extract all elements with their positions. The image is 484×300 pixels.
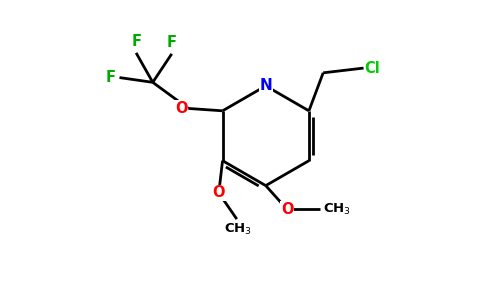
Text: O: O <box>175 101 187 116</box>
Text: F: F <box>167 35 177 50</box>
Text: N: N <box>259 78 272 93</box>
Text: O: O <box>212 185 225 200</box>
Text: O: O <box>281 202 293 217</box>
Text: Cl: Cl <box>364 61 380 76</box>
Text: CH$_3$: CH$_3$ <box>323 202 351 217</box>
Text: CH$_3$: CH$_3$ <box>224 221 252 237</box>
Text: F: F <box>106 70 116 85</box>
Text: F: F <box>131 34 141 49</box>
